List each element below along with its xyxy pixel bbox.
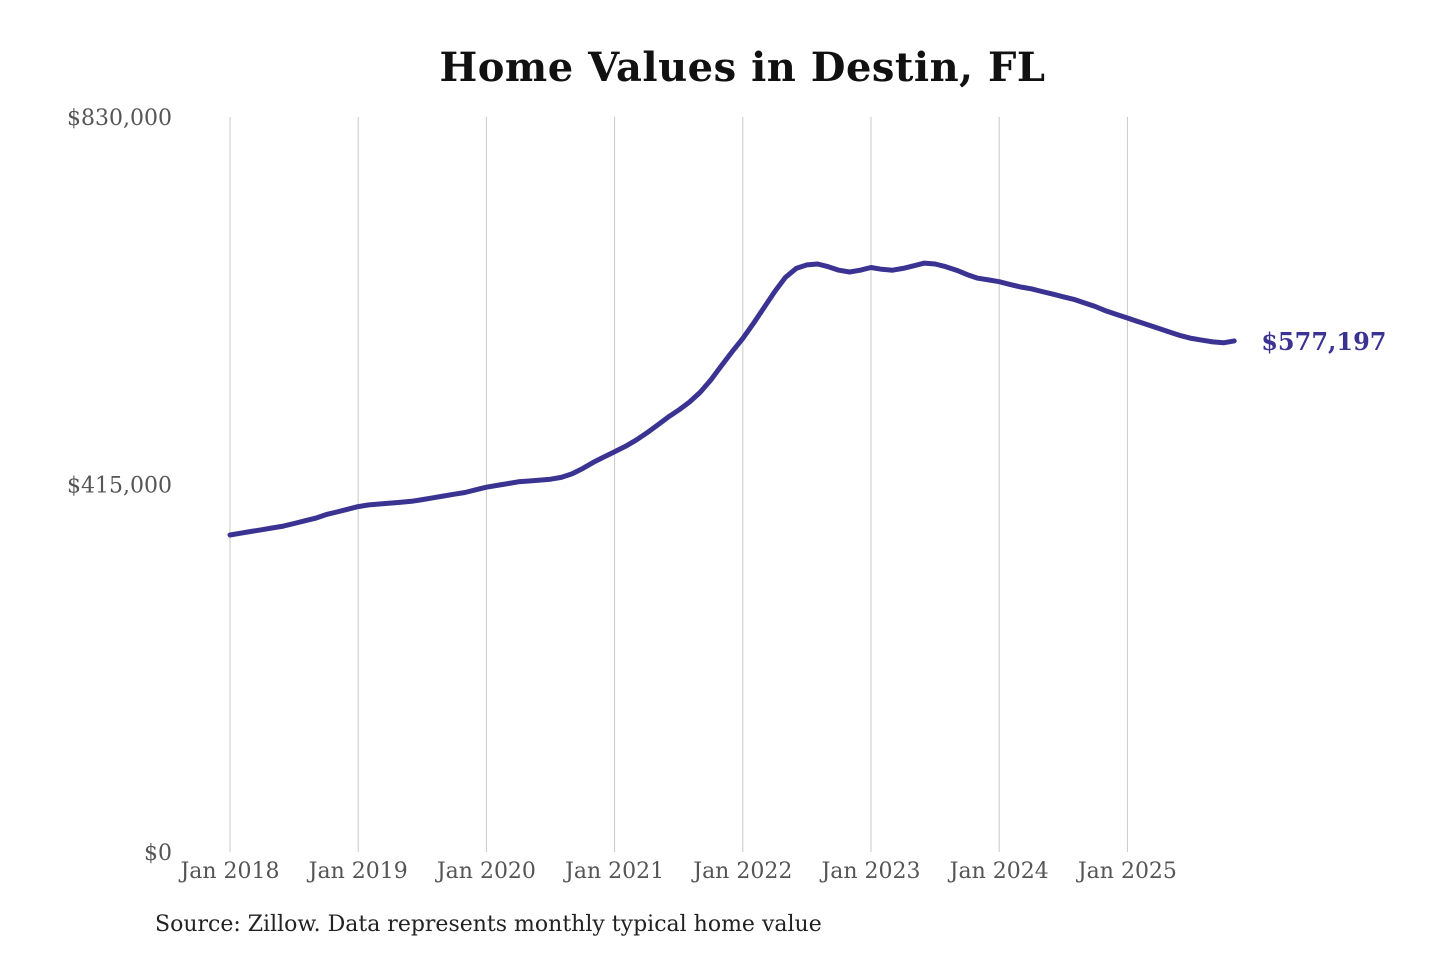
x-tick-label: Jan 2018 [178,859,279,884]
x-tick-label: Jan 2023 [819,859,920,884]
x-tick-label: Jan 2025 [1076,859,1177,884]
x-tick-label: Jan 2022 [691,859,792,884]
chart-title: Home Values in Destin, FL [439,44,1046,91]
x-tick-label: Jan 2021 [563,859,664,884]
source-note: Source: Zillow. Data represents monthly … [155,912,822,937]
x-tick-label: Jan 2024 [948,859,1049,884]
x-tick-label: Jan 2019 [307,859,408,884]
y-tick-label: $415,000 [67,474,172,499]
y-tick-label: $830,000 [67,106,172,131]
y-tick-label: $0 [144,841,172,866]
home-value-line [227,260,1237,538]
x-tick-label: Jan 2020 [435,859,536,884]
current-value-label: $577,197 [1261,327,1386,356]
